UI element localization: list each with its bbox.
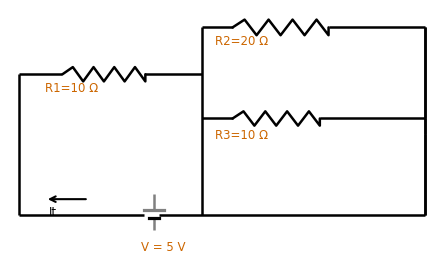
Text: It: It	[49, 206, 57, 219]
Text: R1=10 Ω: R1=10 Ω	[45, 82, 98, 95]
Text: R2=20 Ω: R2=20 Ω	[215, 35, 268, 48]
Text: V = 5 V: V = 5 V	[140, 241, 185, 254]
Text: R3=10 Ω: R3=10 Ω	[215, 129, 268, 142]
